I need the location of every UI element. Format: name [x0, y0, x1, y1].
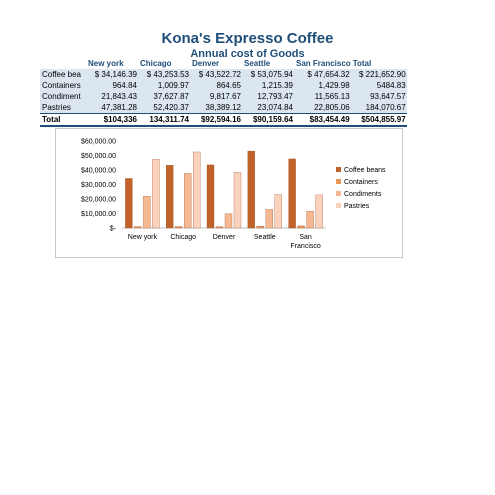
bar — [297, 225, 305, 229]
header-cell: San Francisco — [296, 59, 351, 68]
y-tick-label: $- — [110, 226, 117, 233]
y-tick-label: $40,000.00 — [81, 168, 116, 175]
table-cell: $90,159.64 — [242, 113, 294, 127]
bar — [247, 150, 255, 229]
table-cell: 5484.83 — [350, 80, 407, 91]
x-tick-label: New york — [128, 234, 158, 241]
row-label: Condiment — [40, 91, 86, 102]
legend-label: Pastries — [344, 203, 370, 210]
x-tick-label: Francisco — [290, 243, 320, 250]
bar — [134, 226, 142, 229]
header-cell — [40, 58, 86, 69]
table-cell: $92,594.16 — [190, 113, 242, 127]
table-cell: 864.65 — [190, 80, 242, 91]
header-cell: Total — [352, 59, 372, 68]
table-cell: $ 47,654.32 — [294, 69, 351, 80]
bar — [233, 172, 242, 229]
table-cell: $ 43,253.53 — [138, 69, 190, 80]
bar — [288, 158, 296, 229]
table-row: Pastries 47,381.28 52,420.37 38,389.12 2… — [40, 102, 407, 114]
header-cell: Chicago — [140, 59, 172, 68]
table-header-row: New york Chicago Denver Seattle San Fran… — [40, 58, 407, 69]
table-cell: 52,420.37 — [138, 102, 190, 114]
cost-table: New york Chicago Denver Seattle San Fran… — [40, 58, 407, 127]
page-title: Kona's Expresso Coffee — [161, 30, 334, 47]
table-cell: 23,074.84 — [242, 102, 294, 114]
legend-swatch — [336, 203, 341, 208]
row-label: Coffee bea — [40, 69, 86, 80]
y-tick-label: $50,000.00 — [81, 153, 116, 160]
header-cell: Seattle — [244, 59, 271, 68]
bar — [125, 178, 133, 229]
y-tick-label: $10,000.00 — [81, 211, 116, 218]
bar — [306, 211, 314, 229]
header-cell: Denver — [192, 59, 220, 68]
table-cell: 37,627.87 — [138, 91, 190, 102]
table-cell: 184,070.67 — [350, 102, 407, 114]
bar — [152, 159, 160, 229]
table-cell: 1,009.97 — [138, 80, 190, 91]
table-cell: 1,429.98 — [294, 80, 351, 91]
bar-chart: $- $10,000.00 $20,000.00 $30,000.00 $40,000.… — [81, 139, 386, 251]
table-cell: 21,843.43 — [86, 91, 138, 102]
table-cell: 38,389.12 — [190, 102, 242, 114]
bar — [265, 209, 273, 229]
table-cell: $ 34,146.39 — [86, 69, 138, 80]
row-label: Pastries — [40, 102, 86, 114]
table-cell: 47,381.28 — [86, 102, 138, 114]
row-label: Total — [40, 113, 86, 127]
x-tick-label: Denver — [213, 234, 236, 241]
bar — [315, 194, 323, 229]
table-row: Coffee bea $ 34,146.39 $ 43,253.53 $ 43,… — [40, 69, 407, 80]
table-cell: $ 221,652.90 — [350, 69, 407, 80]
bar — [166, 165, 174, 229]
bar — [215, 226, 224, 229]
legend-swatch — [336, 191, 341, 196]
x-tick-label: Seattle — [254, 234, 276, 241]
x-tick-label: San — [299, 234, 312, 241]
table-cell: $504,855.97 — [350, 113, 407, 127]
table-cell: $ 53,075.94 — [242, 69, 294, 80]
bar — [256, 226, 264, 229]
table-cell: 1,215.39 — [242, 80, 294, 91]
legend-label: Containers — [344, 179, 378, 186]
bar — [193, 151, 201, 229]
table-cell: $ 43,522.72 — [190, 69, 242, 80]
table-cell: 93,647.57 — [350, 91, 407, 102]
header-cell: New york — [88, 59, 124, 68]
bar — [274, 194, 282, 229]
bar — [206, 164, 215, 229]
table-cell: 22,805.06 — [294, 102, 351, 114]
bar — [143, 196, 151, 229]
y-tick-label: $20,000.00 — [81, 197, 116, 204]
legend-swatch — [336, 179, 341, 184]
y-tick-label: $30,000.00 — [81, 182, 116, 189]
chart-frame: $- $10,000.00 $20,000.00 $30,000.00 $40,000.… — [55, 128, 403, 258]
table-cell: 12,793.47 — [242, 91, 294, 102]
table-cell: 9,817.67 — [190, 91, 242, 102]
table-total-row: Total $104,336 134,311.74 $92,594.16 $90… — [40, 113, 407, 127]
bar — [224, 213, 233, 229]
legend-swatch — [336, 167, 341, 172]
table-row: Containers 964.84 1,009.97 864.65 1,215.… — [40, 80, 407, 91]
table-row: Condiment 21,843.43 37,627.87 9,817.67 1… — [40, 91, 407, 102]
table-cell: 134,311.74 — [138, 113, 190, 127]
bar — [175, 226, 183, 229]
x-tick-label: Chicago — [170, 234, 196, 241]
legend-label: Condiments — [344, 191, 382, 198]
table-cell: $104,336 — [86, 113, 138, 127]
page-subtitle: Annual cost of Goods — [190, 48, 305, 60]
table-cell: 964.84 — [86, 80, 138, 91]
legend-label: Coffee beans — [344, 167, 386, 174]
row-label: Containers — [40, 80, 86, 91]
bar — [184, 173, 192, 229]
y-tick-label: $60,000.00 — [81, 139, 116, 146]
table-cell: $83,454.49 — [294, 113, 351, 127]
table-cell: 11,565.13 — [294, 91, 351, 102]
